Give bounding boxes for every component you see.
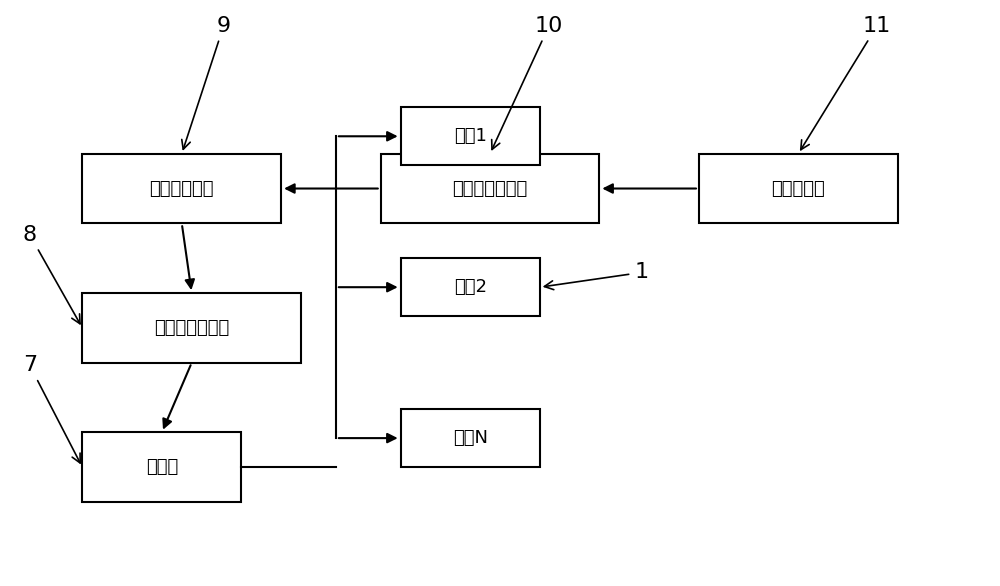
Text: 灯具2: 灯具2: [454, 278, 487, 296]
Text: 光强探测器: 光强探测器: [771, 179, 825, 197]
FancyBboxPatch shape: [699, 154, 898, 223]
FancyBboxPatch shape: [401, 409, 540, 467]
FancyBboxPatch shape: [401, 107, 540, 165]
Text: 1: 1: [544, 263, 648, 289]
FancyBboxPatch shape: [82, 154, 281, 223]
Text: 继电器: 继电器: [146, 458, 178, 476]
Text: 8: 8: [23, 225, 80, 324]
Text: 10: 10: [492, 16, 563, 149]
Text: 9: 9: [182, 16, 231, 149]
FancyBboxPatch shape: [82, 432, 241, 502]
Text: 模拟数字转换器: 模拟数字转换器: [452, 179, 528, 197]
FancyBboxPatch shape: [381, 154, 599, 223]
Text: 数字模拟转换器: 数字模拟转换器: [154, 319, 229, 337]
FancyBboxPatch shape: [82, 293, 301, 363]
Text: 11: 11: [801, 16, 891, 150]
Text: 信号处理单元: 信号处理单元: [150, 179, 214, 197]
FancyBboxPatch shape: [401, 258, 540, 316]
Text: 灯具1: 灯具1: [454, 127, 487, 145]
Text: 7: 7: [23, 355, 80, 463]
Text: 灯具N: 灯具N: [453, 429, 488, 447]
